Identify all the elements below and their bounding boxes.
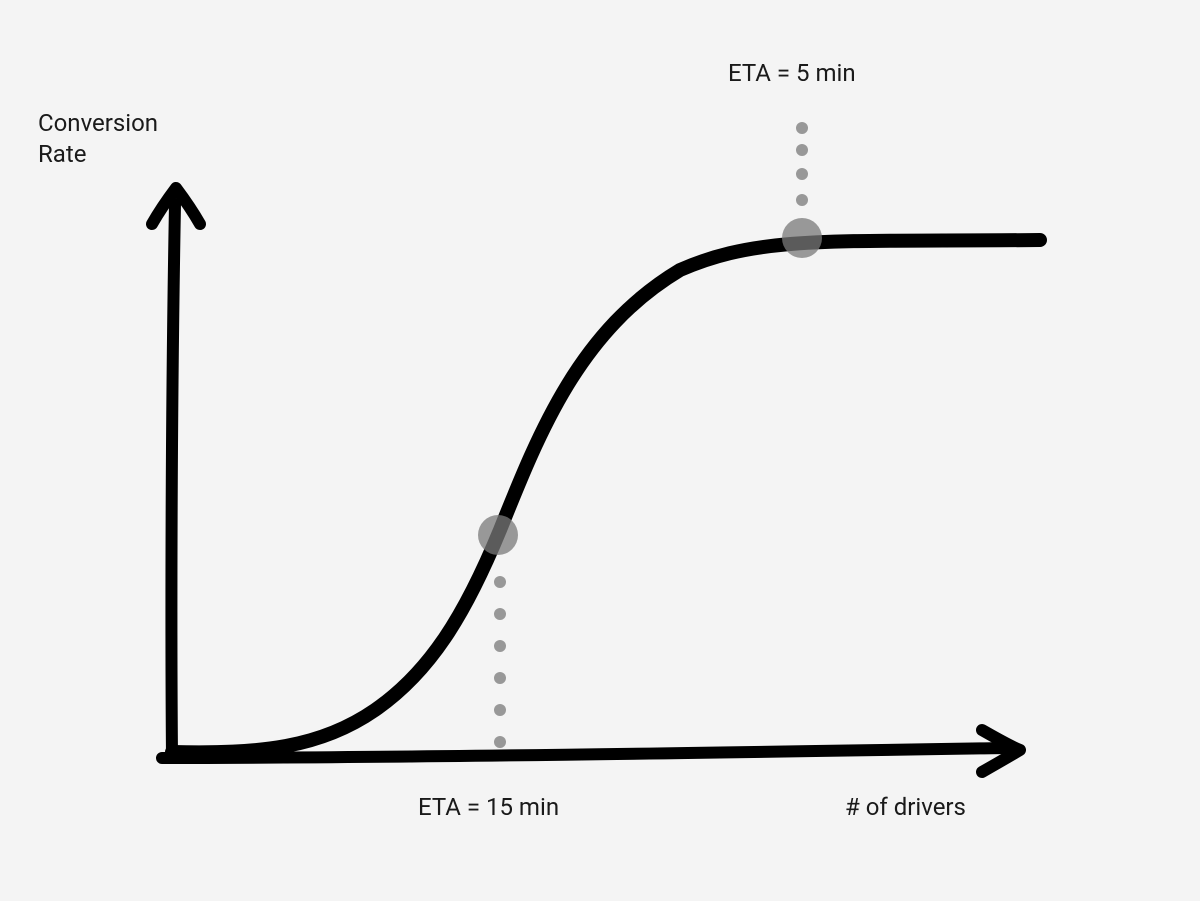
eta-5-label: ETA = 5 min (728, 58, 856, 89)
y-axis-line (171, 204, 175, 756)
y-axis-label: Conversion Rate (38, 108, 158, 170)
dots-eta-5 (796, 122, 808, 206)
s-curve (172, 240, 1040, 752)
dots-eta-15 (494, 576, 506, 748)
x-axis-label: # of drivers (845, 792, 966, 823)
sketch-chart (0, 0, 1200, 901)
eta-15-label: ETA = 15 min (418, 792, 559, 823)
marker-eta-5 (782, 218, 822, 258)
marker-eta-15 (478, 515, 518, 555)
